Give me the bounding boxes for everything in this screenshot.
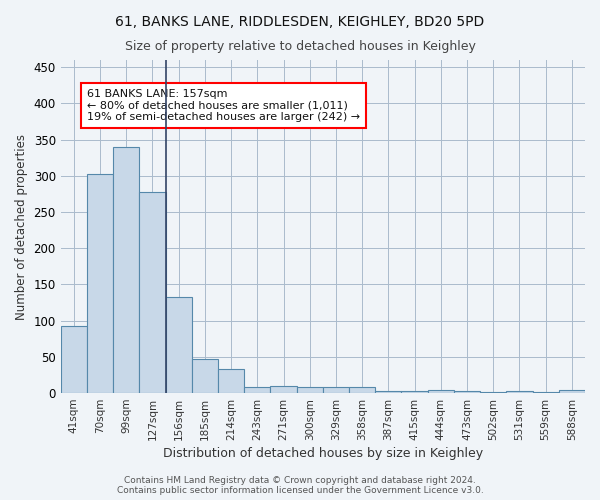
Bar bbox=[139, 192, 166, 393]
Bar bbox=[61, 326, 87, 393]
Bar bbox=[428, 390, 454, 393]
Bar bbox=[375, 391, 401, 393]
Bar bbox=[296, 388, 323, 393]
Bar bbox=[218, 369, 244, 393]
Text: Contains HM Land Registry data © Crown copyright and database right 2024.
Contai: Contains HM Land Registry data © Crown c… bbox=[116, 476, 484, 495]
Bar bbox=[559, 390, 585, 393]
Bar bbox=[192, 359, 218, 393]
X-axis label: Distribution of detached houses by size in Keighley: Distribution of detached houses by size … bbox=[163, 447, 483, 460]
Bar bbox=[166, 297, 192, 393]
Bar bbox=[87, 174, 113, 393]
Bar bbox=[454, 391, 480, 393]
Bar bbox=[480, 392, 506, 393]
Bar bbox=[271, 386, 296, 393]
Text: 61, BANKS LANE, RIDDLESDEN, KEIGHLEY, BD20 5PD: 61, BANKS LANE, RIDDLESDEN, KEIGHLEY, BD… bbox=[115, 15, 485, 29]
Bar bbox=[506, 391, 533, 393]
Bar bbox=[401, 391, 428, 393]
Bar bbox=[244, 388, 271, 393]
Bar bbox=[113, 147, 139, 393]
Text: Size of property relative to detached houses in Keighley: Size of property relative to detached ho… bbox=[125, 40, 475, 53]
Y-axis label: Number of detached properties: Number of detached properties bbox=[15, 134, 28, 320]
Bar bbox=[533, 392, 559, 393]
Bar bbox=[349, 388, 375, 393]
Text: 61 BANKS LANE: 157sqm
← 80% of detached houses are smaller (1,011)
19% of semi-d: 61 BANKS LANE: 157sqm ← 80% of detached … bbox=[87, 89, 360, 122]
Bar bbox=[323, 388, 349, 393]
